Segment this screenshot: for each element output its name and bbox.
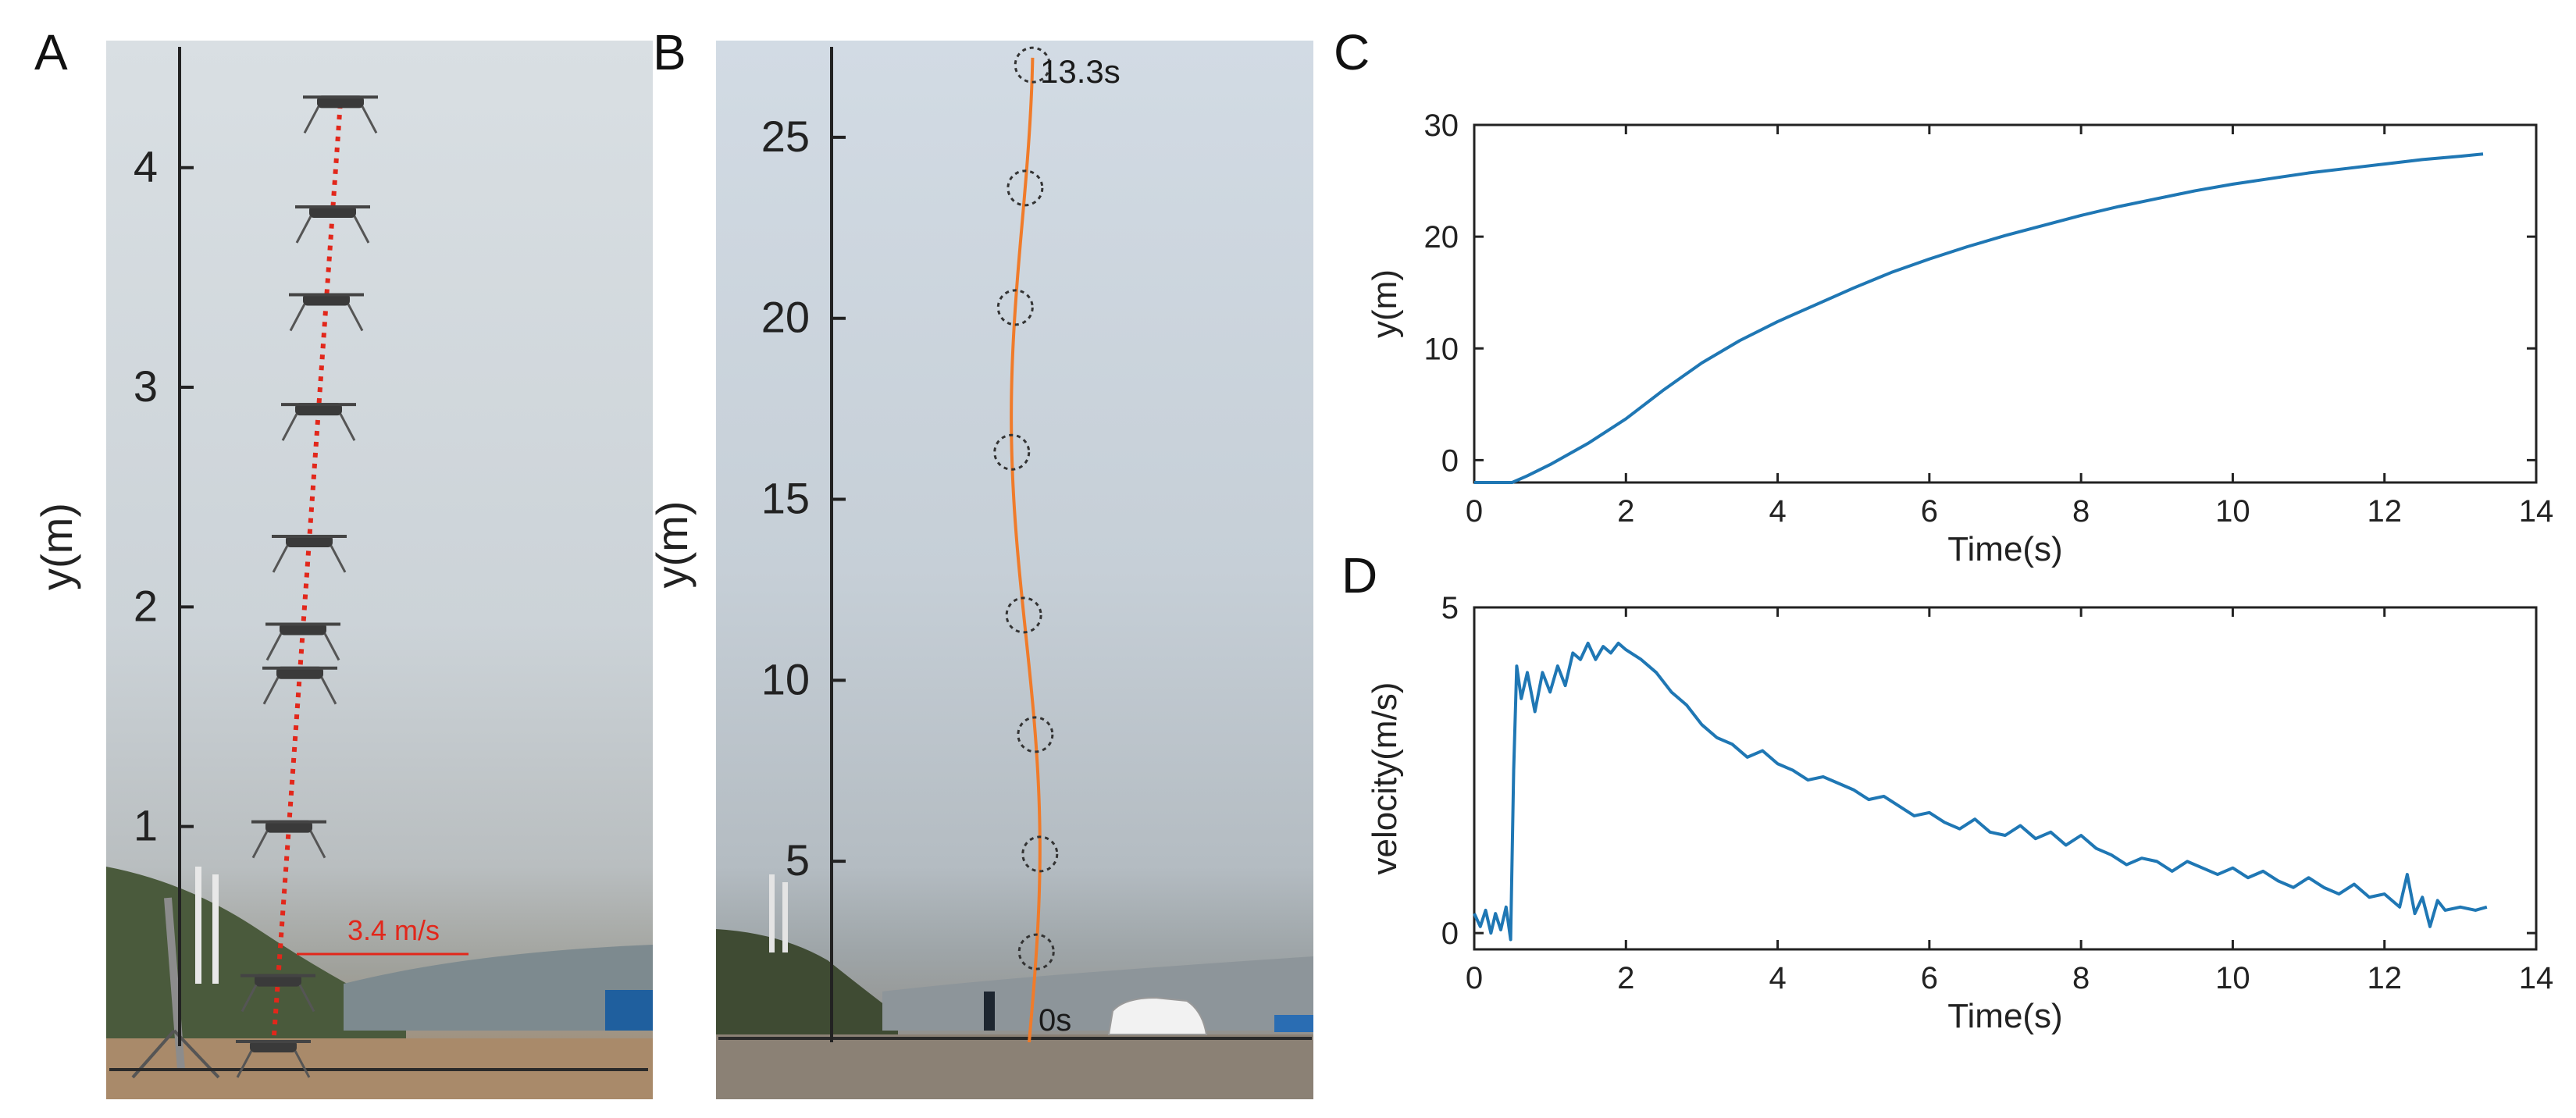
drone-marker: [240, 974, 315, 1013]
panel-d-x-label: Time(s): [1947, 997, 2062, 1035]
panel-c-x-tick-label: 14: [2519, 494, 2554, 529]
panel-b-chart: 5 10 15 20 25 y(m) 0s 13.3s: [647, 46, 1121, 1043]
panel-b-position-marker: [1017, 716, 1054, 753]
panel-c-axes-frame: [1473, 123, 2538, 484]
panel-b-y-tick-label: 15: [761, 474, 810, 523]
drone-leg: [320, 677, 337, 705]
panel-d-y-tick-label: 5: [1441, 591, 1459, 625]
panel-c-x-tick-label: 12: [2367, 494, 2402, 529]
panel-d-x-tick-label: 12: [2367, 961, 2402, 995]
drone-leg: [330, 545, 347, 573]
panel-d-x-tick-label: 2: [1617, 961, 1634, 995]
drone-marker: [303, 95, 378, 134]
panel-c-y-tick-label: 0: [1441, 443, 1459, 478]
panel-d-series-line: [1473, 641, 2488, 942]
drone-marker: [262, 666, 337, 705]
drone-leg: [236, 1050, 253, 1078]
drone-leg: [294, 1050, 311, 1078]
panel-c-x-tick-label: 4: [1769, 494, 1786, 529]
panel-b-position-marker: [1017, 933, 1055, 970]
panel-c-letter: C: [1334, 24, 1370, 80]
drone-leg: [347, 303, 364, 332]
drone-marker: [265, 622, 340, 661]
panel-d-x-tick-label: 0: [1466, 961, 1483, 995]
panel-b-position-marker: [993, 433, 1031, 471]
panel-c-y-tick-label: 30: [1424, 109, 1459, 143]
drone-leg: [265, 632, 283, 661]
panel-b-position-marker: [996, 289, 1034, 326]
panel-c-y-tick-label: 10: [1424, 332, 1459, 366]
panel-c-x-tick-label: 2: [1617, 494, 1634, 529]
panel-c-x-tick-label: 0: [1466, 494, 1483, 529]
panel-a-scenery: [106, 867, 653, 1099]
panel-b-y-tick-label: 5: [786, 835, 810, 885]
panel-d-y-tick-label: 0: [1441, 917, 1459, 951]
panel-b-position-marker: [1005, 596, 1042, 634]
drone-leg: [298, 984, 315, 1013]
panel-c-x-tick-label: 6: [1921, 494, 1938, 529]
panel-c-series-line: [1474, 152, 2484, 484]
drone-marker: [251, 820, 326, 859]
drone-marker: [295, 205, 370, 244]
drone-leg: [361, 105, 378, 134]
drone-leg: [262, 677, 280, 705]
panel-b-y-label: y(m): [647, 501, 697, 589]
drone-marker: [289, 293, 364, 332]
panel-d-x-tick-label: 4: [1769, 961, 1786, 995]
drone-leg: [240, 984, 258, 1013]
drone-leg: [323, 632, 340, 661]
drone-leg: [251, 830, 269, 859]
drone-leg: [272, 545, 289, 573]
drone-marker: [281, 403, 356, 441]
panel-d-y-label: velocity(m/s): [1366, 682, 1404, 875]
panel-c-chart: 0 2 4 6 8 10 12 14 0 10 20 30 Time(s) y(m): [1366, 109, 2553, 568]
panel-b-y-tick-label: 25: [761, 112, 810, 161]
panel-b-end-annotation: 13.3s: [1040, 53, 1121, 90]
panel-a-trajectory: [271, 101, 343, 1047]
panel-a-letter: A: [34, 24, 68, 80]
panel-c-x-label: Time(s): [1947, 530, 2062, 568]
drone-leg: [281, 413, 298, 441]
panel-b-position-marker: [1021, 835, 1059, 873]
panel-c-y-tick-label: 20: [1424, 220, 1459, 255]
panel-a-y-tick-label: 4: [134, 142, 158, 191]
panel-a-chart: 1 2 3 4 y(m) 3.4 m/s: [32, 47, 469, 1078]
drone-leg: [295, 215, 312, 244]
panel-b-position-marker: [1007, 169, 1044, 207]
panel-b-start-annotation: 0s: [1039, 1003, 1071, 1038]
panel-c-x-tick-label: 8: [2072, 494, 2090, 529]
drone-leg: [303, 105, 320, 134]
drone-marker: [272, 534, 347, 573]
drone-leg: [309, 830, 326, 859]
panel-a-y-tick-label: 2: [134, 581, 158, 630]
panel-c-x-tick-label: 10: [2215, 494, 2250, 529]
panel-d-letter: D: [1341, 547, 1378, 604]
panel-b-y-tick-label: 20: [761, 293, 810, 342]
panel-a-y-label: y(m): [32, 503, 81, 590]
panel-b-letter: B: [653, 24, 686, 80]
panel-d-axes-frame: [1473, 606, 2538, 951]
panel-d-x-tick-label: 10: [2215, 961, 2250, 995]
panel-a-y-tick-label: 1: [134, 801, 158, 850]
panel-a-y-tick-label: 3: [134, 361, 158, 411]
panel-c-y-label: y(m): [1366, 269, 1404, 338]
panel-b-y-tick-label: 10: [761, 654, 810, 703]
panel-b-photo: [716, 41, 1313, 1099]
drone-leg: [289, 303, 306, 332]
panel-d-x-tick-label: 8: [2072, 961, 2090, 995]
drone-leg: [353, 215, 370, 244]
drone-leg: [339, 413, 356, 441]
panel-b-scenery: [716, 874, 1313, 1099]
panel-b-trajectory: [1010, 57, 1042, 1043]
drone-marker: [236, 1040, 311, 1078]
panel-d-chart: 0 2 4 6 8 10 12 14 0 5 Time(s) velocity(m/s): [1366, 591, 2553, 1035]
panel-a-speed-annotation: 3.4 m/s: [347, 914, 440, 946]
panel-d-x-tick-label: 14: [2519, 961, 2554, 995]
panel-b-position-marker: [1014, 46, 1051, 84]
panel-d-x-tick-label: 6: [1921, 961, 1938, 995]
